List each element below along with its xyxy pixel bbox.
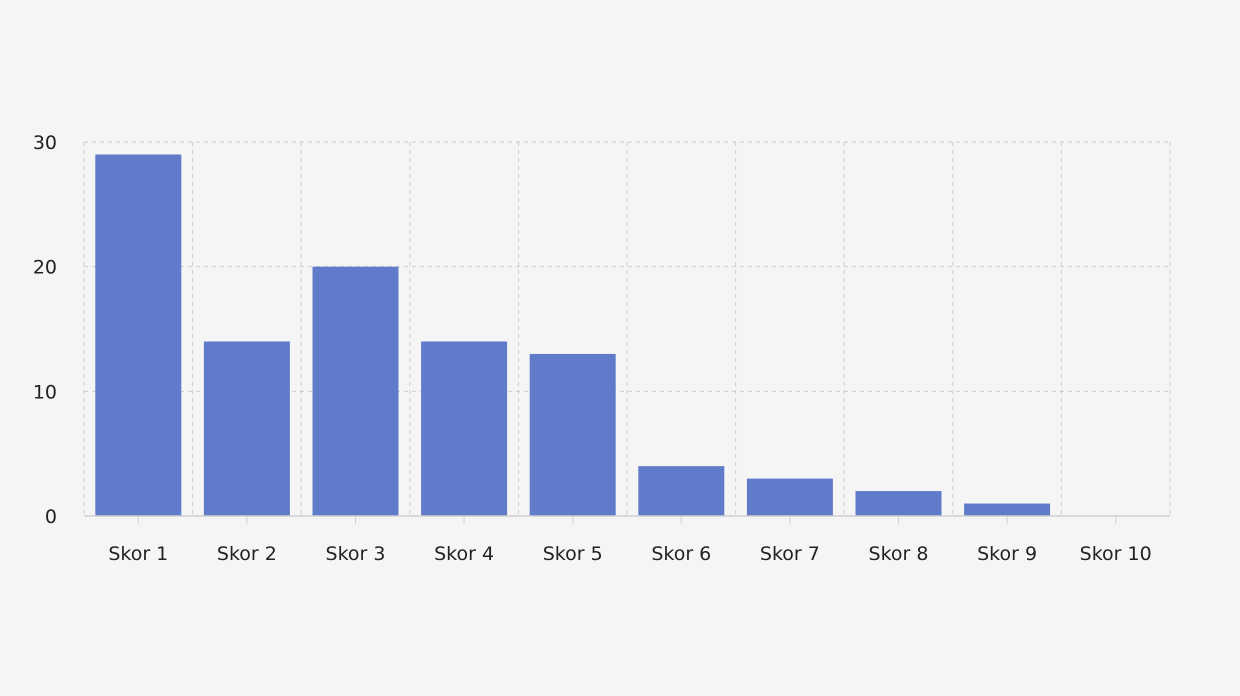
y-tick-label: 20 <box>33 257 57 279</box>
x-tick-label: Skor 2 <box>217 543 277 565</box>
bar <box>746 478 833 516</box>
x-tick-label: Skor 6 <box>651 543 711 565</box>
bar <box>964 503 1051 516</box>
x-tick-label: Skor 9 <box>977 543 1037 565</box>
bar <box>203 341 290 516</box>
y-tick-label: 30 <box>33 132 57 154</box>
bar <box>421 341 508 516</box>
bar <box>638 466 725 516</box>
x-tick-label: Skor 5 <box>543 543 603 565</box>
y-tick-label: 0 <box>45 506 57 528</box>
x-tick-label: Skor 7 <box>760 543 820 565</box>
x-tick-label: Skor 1 <box>108 543 168 565</box>
x-tick-label: Skor 4 <box>434 543 494 565</box>
bar <box>529 353 616 516</box>
x-tick-label: Skor 3 <box>326 543 386 565</box>
y-tick-label: 10 <box>33 381 57 403</box>
bar <box>312 266 399 516</box>
bar <box>95 154 182 516</box>
bar <box>855 491 942 516</box>
x-tick-label: Skor 8 <box>869 543 929 565</box>
x-tick-label: Skor 10 <box>1080 543 1152 565</box>
